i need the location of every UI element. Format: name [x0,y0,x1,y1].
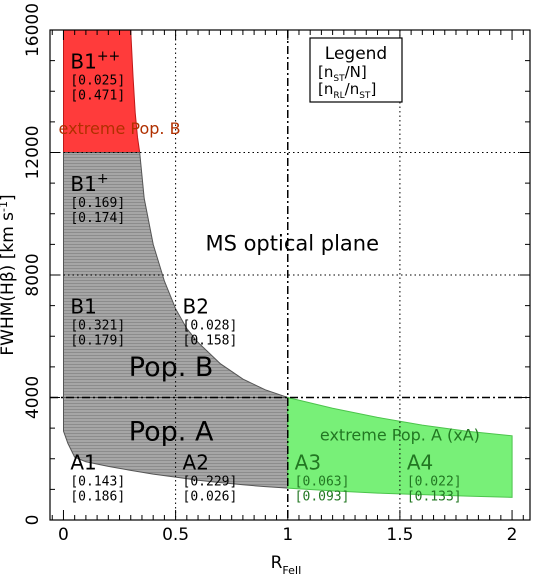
bin-label-sup: + [97,171,109,187]
bin-value: [0.179] [70,333,125,348]
bin-label: A4 [407,450,433,474]
legend-title: Legend [325,44,387,64]
legend-entry: [nST/N] [318,63,367,84]
bin-value: [0.158] [183,333,238,348]
bin-value: [0.063] [295,474,350,489]
x-tick-label: 0.5 [162,525,189,545]
region-annotation: Pop. A [129,416,214,447]
bin-value: [0.025] [70,73,125,88]
bin-label: B1+ [70,171,108,196]
region-annotation: MS optical plane [205,232,379,256]
x-tick-label: 1 [282,525,293,545]
bin-value: [0.028] [183,318,238,333]
bin-label-name: B1 [70,49,96,73]
bin-value: [0.321] [70,318,125,333]
region-annotation: extreme Pop. B [59,119,181,138]
x-tick-label: 1.5 [386,525,413,545]
bin-value: [0.471] [70,88,125,103]
legend-entry-a-sub: RL [333,91,344,101]
y-tick-label: 16000 [23,3,43,57]
legend-entry-a-sub: ST [333,74,345,84]
region-annotation: extreme Pop. A (xA) [320,425,480,444]
bin-label-name: A3 [295,450,321,474]
y-tick-label: 0 [23,515,43,526]
bin-label: A2 [183,450,209,474]
bin-value: [0.174] [70,211,125,226]
x-tick-label: 2 [507,525,518,545]
bin-label-name: A4 [407,450,433,474]
x-axis-title-main: R [271,553,283,573]
bin-label-name: A1 [70,450,96,474]
x-axis-title-sub: FeII [282,564,301,577]
legend-bracket: [ [318,63,324,81]
bin-value: [0.186] [70,489,125,504]
y-axis-title: FWHM(Hβ) [km s-1] [0,194,18,355]
y-axis-title-main: FWHM(Hβ) [km s [0,212,18,356]
bin-label: B1 [70,294,96,318]
y-tick-label: 4000 [23,376,43,419]
bin-value: [0.229] [183,474,238,489]
region-annotation: Pop. B [129,352,214,383]
bin-value: [0.026] [183,489,238,504]
legend-entry-a: n [324,80,334,98]
legend-entry-b-sub: ST [359,91,371,101]
legend-entry: [nRL/nST] [318,80,376,101]
pop-a-area [63,397,289,489]
legend-box [309,37,403,103]
axis-ticks [50,29,530,521]
legend-entry-a: n [324,63,334,81]
legend-entry-b: /N [345,63,361,81]
y-tick-label: 8000 [23,253,43,296]
bin-label-name: A2 [183,450,209,474]
legend-bracket: ] [370,80,376,98]
legend-entry-b: /n [345,80,360,98]
bin-label-name: B2 [183,294,209,318]
pop-b-area [63,152,288,398]
region-areas [63,29,513,498]
y-axis-title-end: ] [0,194,18,201]
legend-bracket: [ [318,80,324,98]
bin-label-name: B1 [70,294,96,318]
extreme-pop-a-area [287,396,513,498]
y-tick-label: 12000 [23,125,43,179]
bin-label: B1++ [70,48,120,73]
bin-label: A1 [70,450,96,474]
chart-text: 0 0.5 1 1.5 2 0 4000 8000 12000 16000 RFeII FWHM(Hβ… [0,3,517,577]
bin-value: [0.133] [407,489,462,504]
bin-label: A3 [295,450,321,474]
bin-value: [0.169] [70,196,125,211]
y-axis-title-sup: -1 [0,201,10,212]
bin-label-sup: ++ [97,48,120,64]
bin-label-name: B1 [70,172,96,196]
legend-bracket: ] [361,63,367,81]
bin-value: [0.143] [70,474,125,489]
bin-label: B2 [183,294,209,318]
bin-value: [0.022] [407,474,462,489]
x-axis-title: RFeII [271,553,302,577]
x-tick-label: 0 [58,525,69,545]
bin-value: [0.093] [295,489,350,504]
grid-lines [50,30,530,520]
